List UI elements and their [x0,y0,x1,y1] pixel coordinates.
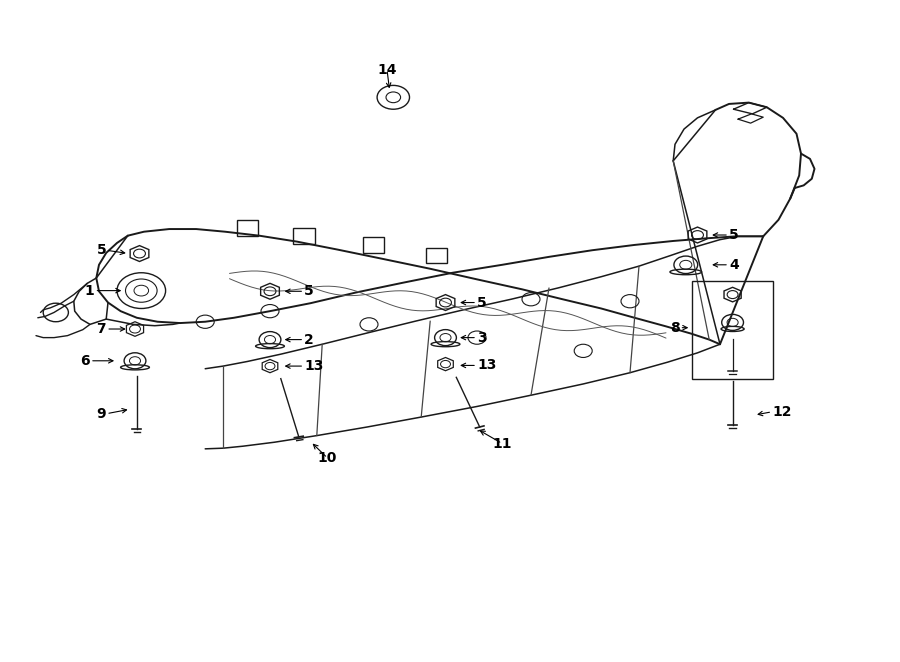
Text: 13: 13 [477,358,497,373]
Text: 5: 5 [477,295,487,310]
Text: 14: 14 [377,62,397,77]
Text: 6: 6 [80,354,90,368]
Text: 5: 5 [729,228,739,242]
Text: 1: 1 [85,283,94,298]
Text: 5: 5 [96,243,106,258]
Text: 10: 10 [318,451,338,465]
Text: 12: 12 [772,404,792,419]
Text: 11: 11 [492,436,512,451]
Text: 13: 13 [304,359,324,373]
Text: 5: 5 [304,284,314,299]
Text: 8: 8 [670,320,680,335]
Text: 9: 9 [96,406,106,421]
Text: 2: 2 [304,332,314,347]
Text: 4: 4 [729,258,739,272]
Text: 7: 7 [96,322,106,336]
Text: 3: 3 [477,330,487,345]
